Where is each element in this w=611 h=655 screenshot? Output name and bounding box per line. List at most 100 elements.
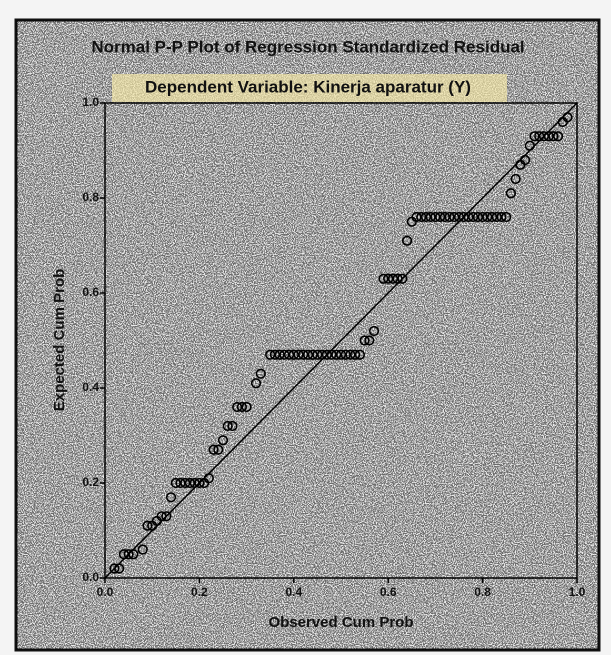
point [109,563,120,574]
point [364,335,375,346]
point [562,112,573,123]
point [397,273,408,284]
point [217,435,229,446]
point [232,401,243,413]
y-tick-label: 1.0 [82,95,99,109]
point [180,477,191,489]
point [345,349,356,360]
point [430,211,441,223]
point [486,211,498,223]
y-tick-label: 0.8 [82,190,99,204]
point [208,444,219,455]
y-tick-label: 0.6 [82,285,99,299]
point [439,211,450,223]
point [128,549,139,560]
point [203,473,214,484]
chart-title: Normal P-P Plot of Regression Standardiz… [91,37,524,56]
point [184,477,196,489]
point [524,140,535,151]
point [255,368,266,379]
x-tick-label: 1.0 [569,585,586,599]
point [189,477,200,489]
point [401,235,413,246]
point [222,420,233,432]
texture [16,20,599,650]
point [538,131,550,142]
point [435,211,446,223]
x-tick-label: 0.2 [191,585,208,599]
x-tick-label: 0.6 [380,585,397,599]
point [274,349,285,360]
point [383,273,394,284]
point [505,188,517,199]
point [317,349,328,360]
subtitle-highlight [112,74,507,102]
point [213,444,224,455]
point [312,349,323,360]
point [519,154,531,166]
point [326,349,337,360]
x-axis-label: Observed Cum Prob [268,614,413,631]
point [156,511,167,522]
point [307,349,318,360]
point [449,211,460,223]
point [359,335,370,346]
point [543,131,554,142]
point [392,273,403,284]
chart-subtitle: Dependent Variable: Kinerja aparatur (Y) [145,77,471,96]
point [510,173,521,185]
y-tick-label: 0.0 [82,570,99,584]
plot-frame [104,102,578,579]
point [453,211,465,223]
point [368,325,380,337]
point [293,349,304,360]
point [529,131,540,142]
point [118,549,129,560]
point [170,477,181,489]
point [123,549,134,560]
point [331,349,342,360]
point [472,211,483,223]
point [378,273,389,284]
point [411,211,422,223]
reference-line [104,102,578,579]
point [553,131,564,142]
point [496,211,507,223]
point [534,131,545,142]
point [350,349,361,360]
point [458,211,469,223]
point [420,211,432,223]
point [161,511,172,522]
point [227,420,238,432]
point [142,520,153,531]
point [279,349,290,360]
x-tick-label: 0.4 [285,585,302,599]
point [298,349,309,360]
point [548,131,559,142]
point [354,349,365,360]
x-tick-label: 0.0 [97,585,114,599]
point [241,401,252,413]
point [265,349,276,360]
point [491,211,502,223]
point [250,378,262,389]
point [444,211,455,223]
y-tick-label: 0.2 [82,475,99,489]
point [165,492,177,503]
point [340,349,351,360]
point [321,349,332,360]
point [269,349,281,360]
point [335,349,347,360]
point [114,563,125,574]
point [288,349,299,360]
point [468,211,479,223]
y-axis-label: Expected Cum Prob [51,269,68,412]
point [283,349,295,360]
x-tick-label: 0.8 [474,585,491,599]
point [137,544,148,555]
point [425,211,436,223]
y-tick-label: 0.4 [82,380,99,394]
point [175,477,186,489]
point [463,211,474,223]
point [482,211,493,223]
